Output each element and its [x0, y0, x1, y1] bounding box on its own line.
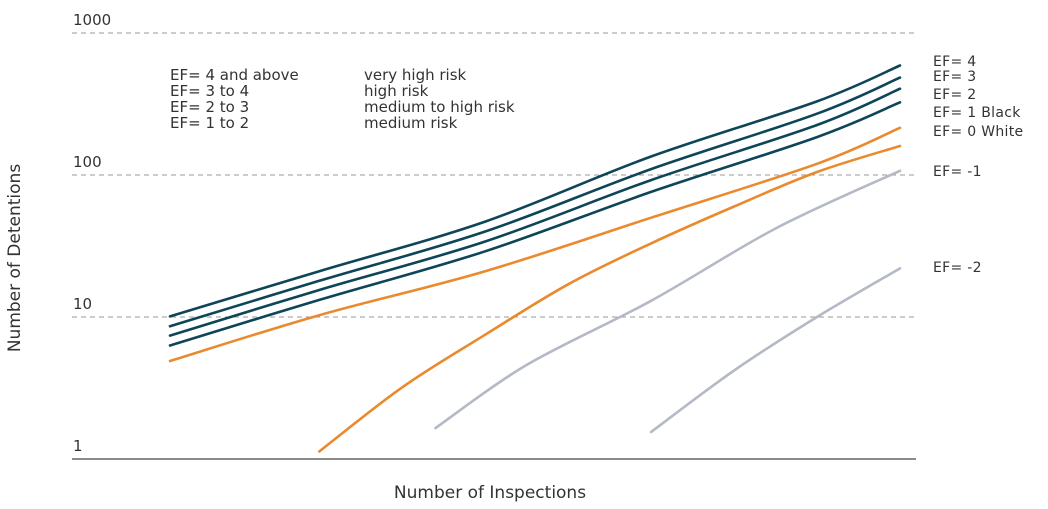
legend-ef-1: EF= 4 and above — [170, 66, 299, 84]
x-axis-title: Number of Inspections — [394, 483, 586, 503]
series-label-7: EF= -1 — [933, 164, 982, 180]
y-axis-title: Number of Detentions — [5, 164, 25, 352]
legend-risk-4: medium risk — [364, 114, 458, 132]
series-label-3: EF= 2 — [933, 87, 977, 103]
legend-risk-2: high risk — [364, 82, 429, 100]
series-line-4 — [168, 101, 902, 347]
series-label-1: EF= 4 — [933, 54, 977, 70]
y-tick-labels: 1 10 100 1000 — [73, 11, 111, 455]
series-label-5: EF= 0 White — [933, 124, 1023, 140]
legend-ef-3: EF= 2 to 3 — [170, 98, 249, 116]
gridlines — [72, 32, 916, 318]
series-line-8 — [649, 267, 902, 434]
y-tick-label-1: 1 — [73, 437, 83, 455]
series-label-4: EF= 1 Black — [933, 105, 1021, 121]
series-label-8: EF= -2 — [933, 260, 982, 276]
series-line-2 — [168, 76, 902, 328]
series-line-1 — [168, 64, 902, 318]
y-tick-label-100: 100 — [73, 153, 102, 171]
legend-risk-3: medium to high risk — [364, 98, 515, 116]
legend-risk-1: very high risk — [364, 66, 467, 84]
series-line-3 — [168, 87, 902, 337]
series-lines — [168, 64, 902, 453]
series-line-6 — [318, 144, 902, 453]
risk-legend: EF= 4 and above very high risk EF= 3 to 4 h… — [170, 66, 515, 132]
series-label-2: EF= 3 — [933, 69, 977, 85]
legend-ef-4: EF= 1 to 2 — [170, 114, 249, 132]
y-tick-label-1000: 1000 — [73, 11, 111, 29]
series-labels: EF= 4EF= 3 EF= 2 EF= 1 Black EF= 0 White EF=… — [933, 54, 1023, 276]
legend-ef-2: EF= 3 to 4 — [170, 82, 249, 100]
series-line-5 — [168, 126, 902, 363]
series-line-7 — [434, 169, 902, 430]
y-tick-label-10: 10 — [73, 295, 92, 313]
